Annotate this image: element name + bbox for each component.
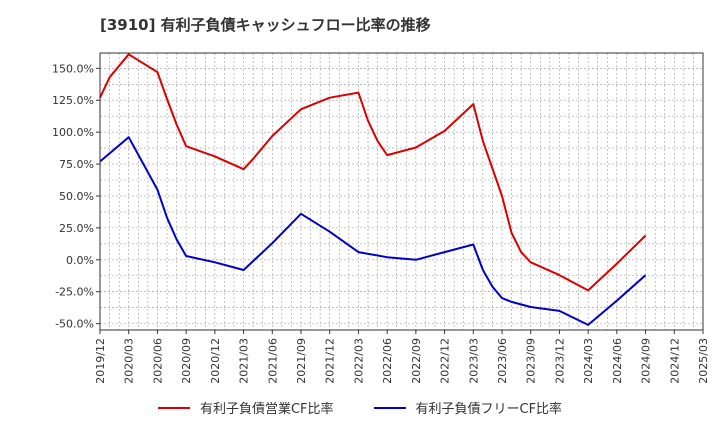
y-tick-label: 125.0%	[52, 94, 94, 107]
y-tick-label: 0.0%	[66, 254, 94, 267]
x-tick-label: 2022/03	[352, 338, 365, 384]
y-tick-label: -50.0%	[55, 318, 94, 331]
plot-frame	[99, 52, 704, 331]
x-tick-label: 2023/12	[553, 338, 566, 384]
legend-item-operating-cf: 有利子負債営業CF比率	[157, 398, 334, 417]
x-tick-label: 2021/09	[295, 338, 308, 384]
legend-label-free-cf: 有利子負債フリーCF比率	[415, 402, 563, 417]
chart-grid	[99, 53, 704, 330]
legend: 有利子負債営業CF比率 有利子負債フリーCF比率	[0, 398, 720, 417]
x-tick-label: 2020/06	[151, 338, 164, 384]
x-tick-label: 2020/03	[123, 338, 136, 384]
x-tick-label: 2023/09	[525, 338, 538, 384]
y-tick-label: 75.0%	[59, 158, 94, 171]
x-tick-label: 2024/09	[640, 338, 653, 384]
x-tick-label: 2019/12	[94, 338, 107, 384]
y-tick-label: 25.0%	[59, 222, 94, 235]
x-tick-label: 2021/12	[324, 338, 337, 384]
x-axis-tick-labels: 2019/12 2020/03 2020/06 2020/09 2020/12 2021/…	[94, 330, 710, 384]
x-tick-label: 2024/12	[668, 338, 681, 384]
x-tick-label: 2022/09	[410, 338, 423, 384]
legend-swatch-blue	[373, 406, 406, 409]
y-axis-tick-labels: 150.0% 125.0% 100.0% 75.0% 50.0% 25.0% 0.0% -25…	[52, 62, 100, 331]
series-lines	[99, 53, 647, 326]
x-tick-label: 2024/03	[582, 338, 595, 384]
x-tick-label: 2021/03	[238, 338, 251, 384]
x-tick-label: 2020/09	[180, 338, 193, 384]
x-tick-label: 2023/03	[467, 338, 480, 384]
y-tick-label: 100.0%	[52, 126, 94, 139]
x-tick-label: 2024/06	[611, 338, 624, 384]
x-tick-label: 2025/03	[697, 338, 710, 384]
legend-label-operating-cf: 有利子負債営業CF比率	[199, 402, 334, 417]
x-tick-label: 2020/12	[209, 338, 222, 384]
series-line-1	[99, 136, 647, 326]
x-tick-label: 2021/06	[266, 338, 279, 384]
y-tick-label: -25.0%	[55, 286, 94, 299]
series-line-0	[99, 53, 647, 292]
y-tick-label: 150.0%	[52, 62, 94, 75]
legend-item-free-cf: 有利子負債フリーCF比率	[373, 398, 563, 417]
x-tick-label: 2022/12	[439, 338, 452, 384]
x-tick-label: 2022/06	[381, 338, 394, 384]
y-tick-label: 50.0%	[59, 190, 94, 203]
x-tick-label: 2023/06	[496, 338, 509, 384]
legend-swatch-red	[157, 406, 190, 409]
chart-title: [3910] 有利子負債キャッシュフロー比率の推移	[100, 16, 431, 34]
